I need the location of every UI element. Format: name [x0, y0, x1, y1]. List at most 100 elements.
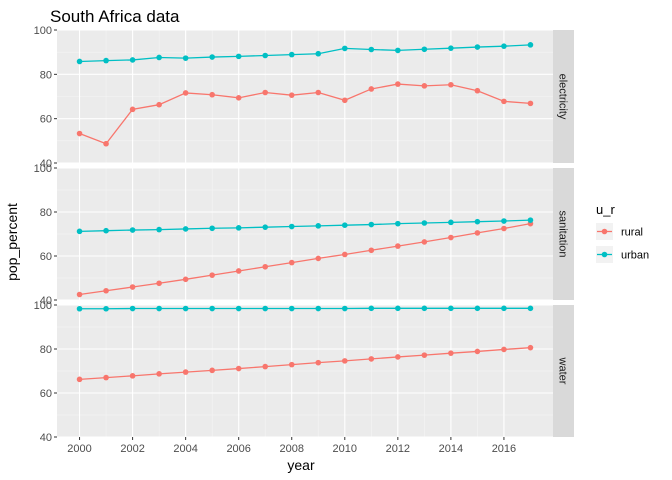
- facet-strip: [553, 305, 574, 437]
- data-point-urban: [341, 222, 348, 228]
- data-point-urban: [103, 57, 109, 64]
- facet-panel-sanitation: 40 60 80 100 sanitation: [34, 163, 574, 307]
- data-point-rural: [421, 352, 428, 358]
- data-point-rural: [341, 97, 348, 104]
- data-point-rural: [448, 350, 454, 356]
- data-point-rural: [156, 280, 162, 287]
- data-point-urban: [262, 224, 269, 230]
- data-point-rural: [235, 268, 242, 274]
- data-point-rural: [527, 100, 534, 107]
- facet-strip-label: sanitation: [557, 210, 569, 257]
- data-point-rural: [288, 361, 295, 368]
- legend-key-point: [601, 251, 608, 258]
- data-point-rural: [156, 101, 162, 108]
- data-point-urban: [368, 46, 375, 53]
- data-point-urban: [103, 227, 109, 234]
- data-point-urban: [288, 51, 295, 58]
- series-line-rural: [79, 347, 531, 381]
- data-point-urban: [474, 44, 481, 50]
- y-tick-label: 80: [40, 344, 52, 356]
- data-point-urban: [474, 218, 481, 225]
- data-point-urban: [288, 305, 295, 312]
- x-tick-label: 2008: [279, 443, 303, 455]
- data-point-rural: [76, 376, 83, 383]
- data-point-rural: [76, 130, 83, 137]
- data-point-urban: [315, 50, 322, 57]
- data-point-rural: [474, 348, 481, 355]
- facet-panels: 406080100electricity406080100sanitation4…: [34, 25, 574, 444]
- data-point-urban: [421, 305, 428, 312]
- facet-strip: [553, 30, 574, 163]
- x-tick-label: 2010: [333, 443, 357, 455]
- data-point-urban: [156, 54, 162, 61]
- data-point-urban: [182, 226, 189, 232]
- data-point-urban: [315, 223, 322, 229]
- data-point-rural: [315, 89, 322, 96]
- data-point-rural: [129, 106, 136, 113]
- facet-strip: [553, 168, 574, 300]
- data-point-urban: [315, 305, 322, 312]
- data-point-urban: [76, 305, 83, 312]
- data-point-rural: [182, 369, 189, 375]
- data-point-urban: [341, 305, 348, 312]
- data-point-rural: [76, 291, 83, 298]
- data-point-urban: [448, 45, 454, 51]
- data-point-rural: [129, 373, 136, 379]
- data-point-rural: [474, 87, 481, 94]
- data-point-rural: [368, 86, 375, 92]
- data-point-rural: [395, 354, 401, 360]
- facet-strip-label: electricity: [557, 74, 569, 120]
- data-point-rural: [156, 371, 162, 377]
- legend-entry-urban: urban: [621, 250, 649, 262]
- legend-key-point: [601, 228, 608, 235]
- data-point-urban: [209, 305, 215, 312]
- x-tick-label: 2012: [386, 443, 410, 455]
- data-point-rural: [421, 239, 428, 245]
- data-point-urban: [76, 228, 83, 235]
- data-point-rural: [315, 359, 322, 366]
- data-point-urban: [156, 226, 162, 233]
- facet-strip-label: water: [557, 357, 569, 385]
- data-point-rural: [448, 234, 454, 241]
- y-tick-label: 80: [40, 69, 52, 81]
- data-point-urban: [501, 305, 507, 312]
- data-point-urban: [368, 305, 375, 312]
- data-point-urban: [76, 58, 83, 65]
- series-line-urban: [79, 44, 531, 63]
- data-point-urban: [474, 305, 481, 312]
- x-axis: 2000 2002 2004 2006 2008 2010 2012 2014 2016: [67, 437, 516, 455]
- data-point-urban: [395, 47, 401, 54]
- x-tick-label: 2016: [492, 443, 516, 455]
- data-point-rural: [182, 276, 189, 283]
- data-point-rural: [341, 251, 348, 258]
- data-point-rural: [501, 225, 507, 232]
- legend: u_r rural urban: [596, 202, 649, 263]
- y-tick-label: 100: [34, 163, 52, 175]
- x-tick-label: 2006: [226, 443, 250, 455]
- data-point-urban: [156, 305, 162, 312]
- data-point-urban: [129, 57, 136, 63]
- legend-entry-rural: rural: [621, 227, 643, 239]
- y-tick-label: 60: [40, 388, 52, 400]
- data-point-rural: [209, 272, 215, 278]
- data-point-urban: [235, 225, 242, 231]
- data-point-urban: [235, 53, 242, 60]
- data-point-rural: [209, 367, 215, 374]
- facet-panel-water: 40 60 80 100 water: [34, 300, 574, 444]
- data-point-rural: [448, 81, 454, 88]
- data-point-urban: [395, 305, 401, 312]
- data-point-rural: [288, 259, 295, 266]
- data-point-urban: [368, 221, 375, 228]
- data-point-rural: [129, 284, 136, 290]
- series-line-rural: [79, 83, 531, 145]
- data-point-rural: [262, 263, 269, 270]
- y-tick-label: 100: [34, 300, 52, 312]
- data-point-rural: [262, 89, 269, 96]
- data-point-rural: [474, 230, 481, 236]
- y-tick-label: 60: [40, 114, 52, 126]
- data-point-rural: [395, 243, 401, 249]
- data-point-rural: [368, 356, 375, 362]
- data-point-urban: [395, 220, 401, 227]
- data-point-rural: [421, 83, 428, 89]
- data-point-rural: [209, 91, 215, 98]
